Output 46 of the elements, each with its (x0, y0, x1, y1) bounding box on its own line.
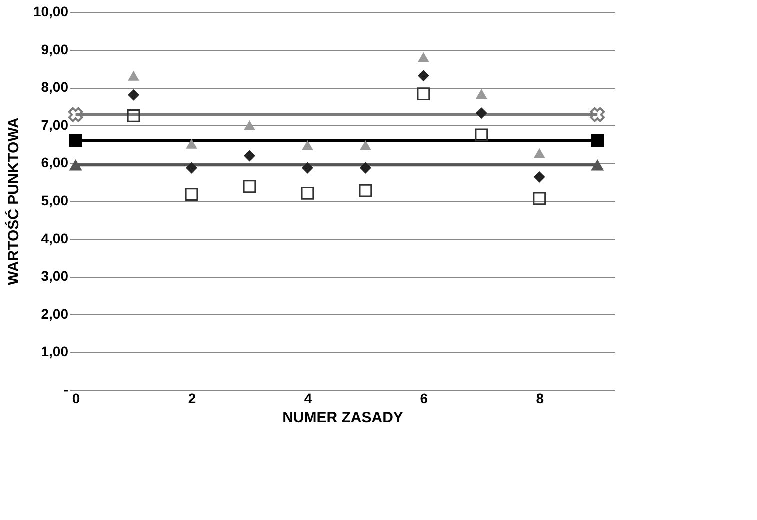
point (590, 107, 606, 122)
point (244, 150, 256, 162)
point (418, 52, 430, 62)
point (418, 70, 430, 82)
point (534, 148, 546, 158)
y-tick-label: 3,00 (41, 268, 69, 284)
y-axis-title: WARTOŚĆ PUNKTOWA (4, 117, 22, 286)
y-tick-label: 10,00 (33, 4, 69, 20)
x-axis-title: NUMER ZASADY (282, 410, 404, 426)
point (476, 108, 488, 120)
point (417, 88, 430, 100)
point (302, 162, 314, 174)
point (476, 89, 488, 99)
y-tick-label: 2,00 (41, 306, 69, 322)
point (68, 107, 84, 122)
point (360, 140, 372, 150)
y-tick-label: 9,00 (41, 41, 69, 58)
point (185, 188, 198, 202)
point (302, 140, 314, 150)
point (360, 162, 372, 174)
point (128, 70, 140, 81)
point (127, 110, 140, 122)
x-tick-label: 8 (536, 390, 544, 406)
y-tick-label: - (64, 382, 69, 398)
point (186, 138, 198, 149)
y-tick-label: 5,00 (41, 192, 69, 208)
x-tick-label: 4 (304, 390, 312, 406)
point (243, 180, 256, 194)
point (533, 192, 546, 206)
y-tick-label: 4,00 (41, 230, 69, 246)
y-tick-label: 6,00 (41, 154, 69, 171)
point (475, 128, 488, 142)
point (591, 134, 604, 148)
point (128, 89, 140, 101)
y-tick-label: 8,00 (41, 79, 69, 96)
x-tick-label: 0 (72, 390, 80, 406)
point (244, 120, 256, 130)
point (534, 171, 546, 183)
x-tick-label: 6 (420, 390, 428, 406)
x-tick-label: 2 (188, 390, 196, 406)
point (301, 186, 314, 200)
point (359, 184, 372, 198)
y-tick-label: 1,00 (41, 344, 69, 360)
y-tick-label: 7,00 (41, 116, 69, 133)
point (69, 134, 82, 148)
point (186, 162, 198, 174)
